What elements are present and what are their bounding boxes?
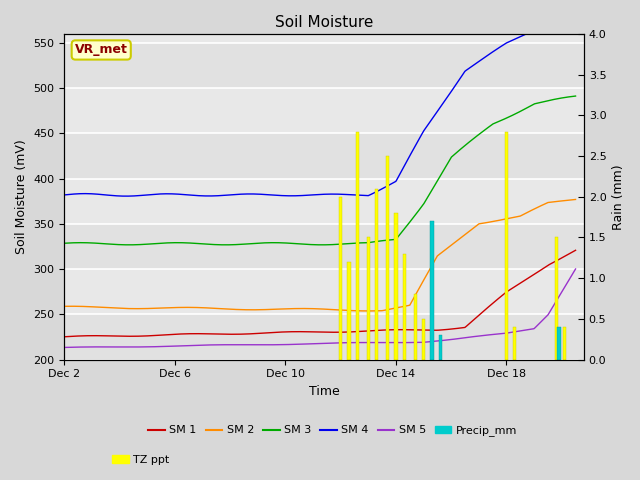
Bar [356, 132, 359, 360]
Bar [394, 213, 397, 360]
Bar [65, 224, 584, 269]
Text: VR_met: VR_met [75, 44, 127, 57]
Title: Soil Moisture: Soil Moisture [275, 15, 373, 30]
Y-axis label: Rain (mm): Rain (mm) [612, 164, 625, 229]
Bar [348, 262, 351, 360]
Bar [430, 221, 433, 360]
Bar [422, 319, 425, 360]
Bar [513, 327, 516, 360]
Bar [386, 156, 389, 360]
Bar [339, 197, 342, 360]
Bar [403, 254, 406, 360]
Bar [557, 327, 561, 360]
Bar [505, 132, 508, 360]
Bar [438, 335, 442, 360]
Bar [554, 238, 558, 360]
Bar [65, 43, 584, 88]
Y-axis label: Soil Moisture (mV): Soil Moisture (mV) [15, 139, 28, 254]
Bar [375, 189, 378, 360]
X-axis label: Time: Time [308, 385, 339, 398]
Legend: SM 1, SM 2, SM 3, SM 4, SM 5, Precip_mm: SM 1, SM 2, SM 3, SM 4, SM 5, Precip_mm [144, 421, 522, 441]
Bar [367, 238, 370, 360]
Bar [65, 133, 584, 179]
Bar [563, 327, 566, 360]
Bar [413, 294, 417, 360]
Bar [65, 314, 584, 360]
Legend: TZ ppt: TZ ppt [108, 451, 174, 469]
